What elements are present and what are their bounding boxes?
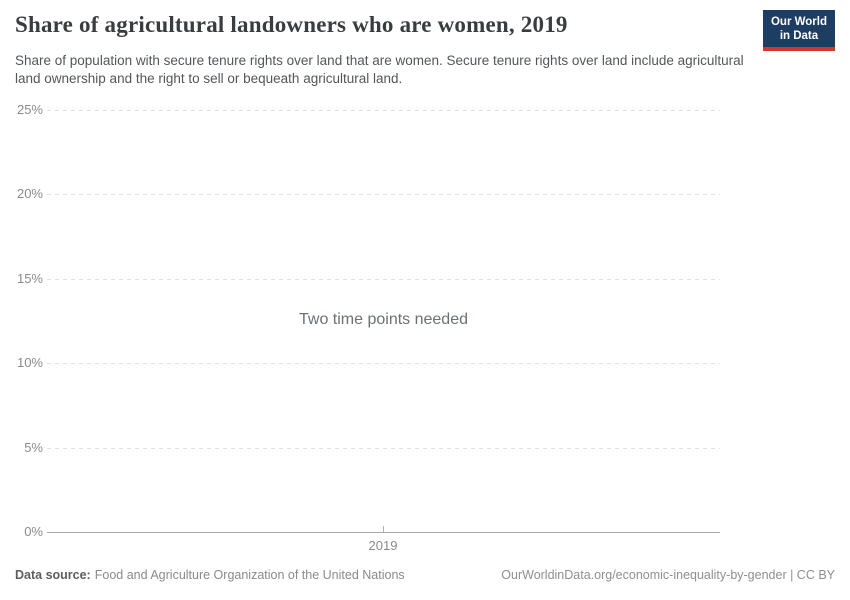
y-axis-tick-label: 25% [16,102,43,117]
x-axis-tick [383,526,384,532]
owid-logo-line1: Our World [770,16,827,28]
data-source-value: Food and Agriculture Organization of the… [94,568,405,582]
data-source: Data source: Food and Agriculture Organiz… [15,568,405,582]
owid-logo-line2: in Data [779,29,819,42]
y-axis-tick-label: 15% [16,270,43,286]
y-axis-tick-label: 20% [16,186,43,202]
y-axis-tick-label: 10% [16,355,43,371]
x-axis-tick-label: 2019 [368,538,398,553]
y-gridline [47,447,720,449]
data-source-label: Data source: [15,568,91,582]
chart-subtitle: Share of population with secure tenure r… [15,53,744,86]
y-gridline [47,278,720,280]
owid-logo: Our World in Data [762,10,835,51]
chart-footer: Data source: Food and Agriculture Organiz… [15,568,835,582]
y-gridline [47,363,720,365]
y-axis-tick-label: 0% [24,524,43,539]
y-gridline [47,110,720,111]
chart-title: Share of agricultural landowners who are… [15,12,568,37]
empty-chart-message: Two time points needed [299,311,468,328]
y-gridline [47,194,720,196]
x-axis-line [47,532,720,533]
footer-link[interactable]: OurWorldinData.org/economic-inequality-b… [501,568,835,582]
y-axis-tick-label: 5% [24,439,43,455]
